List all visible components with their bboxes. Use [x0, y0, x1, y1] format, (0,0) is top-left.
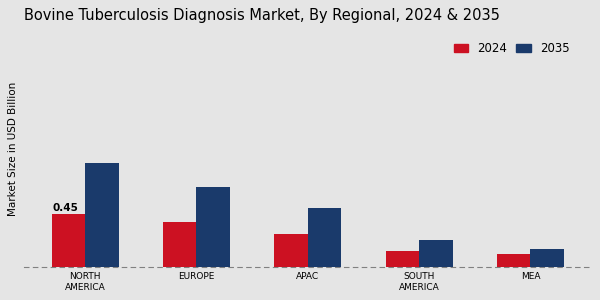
Bar	[308, 208, 341, 267]
Y-axis label: Market Size in USD Billion: Market Size in USD Billion	[8, 82, 19, 216]
Bar	[530, 249, 564, 267]
Bar	[419, 240, 452, 267]
Bar	[196, 187, 230, 267]
Bar	[274, 234, 308, 267]
Bar	[386, 251, 419, 267]
Bar	[52, 214, 85, 267]
Text: Bovine Tuberculosis Diagnosis Market, By Regional, 2024 & 2035: Bovine Tuberculosis Diagnosis Market, By…	[24, 8, 500, 23]
Bar	[163, 222, 196, 267]
Bar	[85, 163, 119, 267]
Bar	[497, 254, 530, 267]
Legend: 2024, 2035: 2024, 2035	[449, 37, 574, 60]
Text: 0.45: 0.45	[52, 202, 78, 213]
